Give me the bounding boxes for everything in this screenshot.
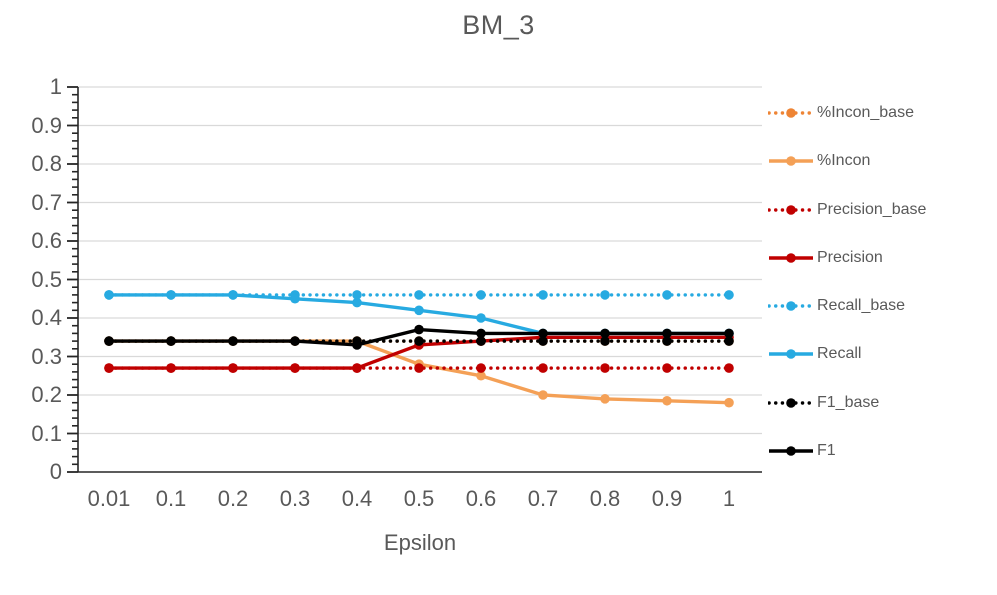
legend-label: %Incon_base bbox=[817, 104, 914, 121]
y-tick-label: 0.3 bbox=[31, 343, 62, 369]
data-point-F1_base bbox=[538, 336, 548, 346]
legend-label: F1_base bbox=[817, 393, 880, 411]
data-point-%Incon bbox=[600, 394, 610, 404]
data-point-F1 bbox=[662, 328, 672, 339]
legend-line-sample-icon bbox=[768, 397, 814, 408]
y-tick-label: 0.8 bbox=[31, 151, 62, 176]
x-tick-label: 0.4 bbox=[341, 486, 373, 511]
data-point-Precision bbox=[228, 363, 238, 373]
data-point-%Incon bbox=[476, 370, 486, 381]
legend-label: Recall bbox=[817, 345, 862, 363]
data-point-%Incon bbox=[724, 397, 734, 408]
data-point-F1 bbox=[352, 340, 362, 350]
data-point-F1 bbox=[414, 324, 424, 335]
data-point-Precision bbox=[166, 363, 176, 373]
x-tick-label: 0.9 bbox=[651, 486, 683, 511]
legend-item-F1_base: F1_base bbox=[768, 391, 926, 415]
y-tick-label: 0.4 bbox=[31, 305, 62, 330]
y-tick-label: 0.9 bbox=[31, 112, 62, 138]
legend-line-sample-icon bbox=[768, 204, 814, 215]
data-point-Precision_base bbox=[538, 363, 548, 373]
data-point-F1_base bbox=[662, 336, 672, 346]
legend-item-Recall_base: Recall_base bbox=[768, 294, 926, 318]
data-point-F1 bbox=[724, 328, 734, 339]
legend-label: %Incon bbox=[817, 152, 871, 170]
y-tick-label: 0 bbox=[49, 459, 62, 484]
legend-item-F1: F1 bbox=[768, 439, 926, 463]
data-point-F1 bbox=[538, 328, 548, 339]
data-point-%Incon bbox=[538, 390, 548, 400]
x-tick-label: 0.1 bbox=[155, 486, 187, 511]
data-point-Precision_base bbox=[724, 363, 734, 373]
data-point-Recall bbox=[166, 290, 176, 300]
legend-item-%Incon_base: %Incon_base bbox=[768, 101, 926, 125]
legend-label: Precision_base bbox=[817, 200, 927, 218]
chart-title: BM_3 bbox=[462, 10, 535, 40]
y-tick-label: 0.6 bbox=[31, 228, 62, 253]
x-tick-label: 0.2 bbox=[217, 486, 249, 511]
legend-item-Precision_base: Precision_base bbox=[768, 198, 926, 222]
x-tick-label: 0.6 bbox=[465, 486, 497, 511]
legend-label: Recall_base bbox=[817, 297, 906, 315]
data-point-Recall bbox=[104, 290, 114, 300]
legend-item-Precision: Precision bbox=[768, 246, 926, 270]
data-point-F1_base bbox=[476, 336, 486, 346]
data-point-Recall_base bbox=[414, 290, 424, 300]
data-point-Precision_base bbox=[662, 363, 672, 373]
data-point-Precision_base bbox=[476, 363, 486, 373]
data-point-Recall_base bbox=[724, 290, 734, 300]
data-point-Recall_base bbox=[476, 290, 486, 300]
data-point-Precision bbox=[104, 363, 114, 373]
data-point-Recall_base bbox=[662, 290, 672, 300]
y-tick-label: 1 bbox=[49, 74, 62, 99]
legend-item-%Incon: %Incon bbox=[768, 149, 926, 173]
data-point-Recall bbox=[352, 297, 362, 308]
x-tick-label: 0.3 bbox=[279, 486, 311, 511]
data-point-F1 bbox=[166, 336, 176, 346]
data-point-Precision bbox=[352, 363, 362, 373]
data-point-Recall_base bbox=[352, 290, 362, 300]
y-tick-label: 0.2 bbox=[31, 382, 62, 407]
x-tick-label: 0.5 bbox=[403, 486, 435, 511]
data-point-F1 bbox=[228, 336, 238, 346]
data-point-Precision bbox=[290, 363, 300, 373]
legend-label: F1 bbox=[817, 441, 836, 459]
data-point-Precision_base bbox=[414, 363, 424, 373]
x-axis-title: Epsilon bbox=[383, 530, 457, 555]
x-tick-label: 0.01 bbox=[87, 486, 131, 511]
legend-line-sample-icon bbox=[769, 156, 813, 167]
data-point-F1_base bbox=[600, 336, 610, 346]
chart-legend: %Incon_base %Incon Precision_base Precision… bbox=[768, 101, 926, 463]
data-point-Recall_base bbox=[600, 290, 610, 300]
y-tick-label: 0.7 bbox=[31, 189, 62, 215]
x-tick-label: 0.7 bbox=[527, 486, 559, 511]
legend-line-sample-icon bbox=[769, 446, 813, 456]
data-point-Recall bbox=[414, 305, 424, 316]
x-tick-label: 0.8 bbox=[589, 486, 621, 511]
data-point-Recall_base bbox=[538, 290, 548, 300]
legend-line-sample-icon bbox=[768, 108, 814, 118]
data-point-F1_base bbox=[724, 336, 734, 346]
legend-item-Recall: Recall bbox=[768, 342, 926, 366]
y-tick-label: 0.1 bbox=[31, 420, 62, 446]
x-tick-label: 1 bbox=[722, 486, 736, 511]
legend-line-sample-icon bbox=[769, 253, 813, 263]
data-point-F1 bbox=[104, 336, 114, 346]
data-point-%Incon bbox=[662, 395, 672, 406]
data-point-Precision_base bbox=[600, 363, 610, 373]
data-point-Recall bbox=[476, 313, 486, 323]
data-point-F1 bbox=[476, 328, 486, 339]
data-point-F1 bbox=[290, 336, 300, 346]
legend-line-sample-icon bbox=[769, 349, 813, 360]
data-point-Recall bbox=[228, 290, 238, 300]
legend-label: Precision bbox=[817, 248, 883, 266]
data-point-F1 bbox=[600, 328, 610, 339]
data-point-F1_base bbox=[414, 336, 424, 346]
legend-line-sample-icon bbox=[768, 301, 814, 311]
y-tick-label: 0.5 bbox=[31, 266, 62, 292]
data-point-Recall bbox=[290, 293, 300, 304]
